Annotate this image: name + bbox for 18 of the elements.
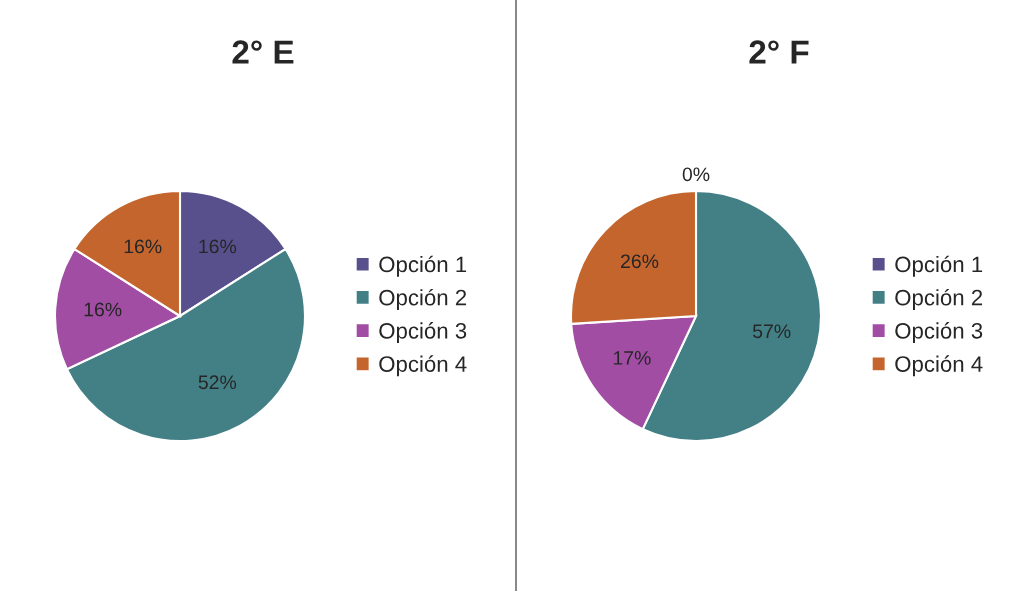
data-label: 16% — [124, 239, 162, 254]
legend-label: Opción 3 — [379, 322, 467, 344]
legend-label: Opción 2 — [379, 288, 467, 310]
data-label: 52% — [198, 375, 237, 390]
text: 0% — [682, 167, 710, 182]
legend-label: Opción 2 — [895, 288, 983, 310]
data-label: 57% — [752, 324, 791, 339]
chart-title: 2° F — [749, 40, 809, 64]
legend-label: Opción 4 — [379, 355, 467, 377]
data-label: 16% — [199, 239, 237, 254]
chart-title: 2° E — [232, 40, 294, 64]
legend-label: Opción 1 — [895, 255, 983, 277]
legend-label: Opción 4 — [895, 355, 983, 377]
data-label: 26% — [621, 254, 659, 269]
data-label: 17% — [613, 351, 651, 365]
data-label: 16% — [84, 302, 122, 317]
legend-label: Opción 3 — [895, 322, 983, 344]
legend-label: Opción 1 — [379, 255, 467, 277]
